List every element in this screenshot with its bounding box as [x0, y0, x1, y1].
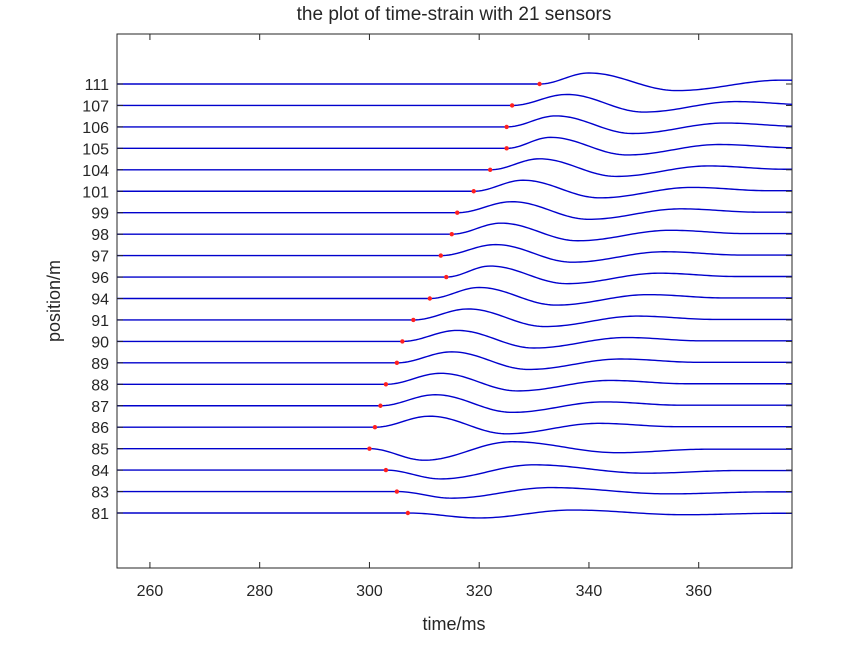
sensor-trace-98: [117, 222, 792, 242]
y-tick-label: 84: [91, 463, 109, 480]
y-tick-label: 97: [91, 249, 109, 266]
sensor-trace-94: [117, 286, 792, 306]
x-tick-label: 280: [246, 583, 273, 600]
sensor-trace-111: [117, 72, 793, 92]
arrival-marker-98: [449, 231, 454, 237]
arrival-marker-96: [444, 274, 449, 280]
arrival-marker-97: [438, 253, 443, 258]
chart-title: the plot of time-strain with 21 sensors: [297, 4, 612, 25]
sensor-trace-90: [117, 329, 792, 349]
y-tick-label: 111: [85, 77, 109, 94]
arrival-marker-94: [427, 296, 433, 301]
arrival-marker-91: [411, 317, 416, 323]
sensor-traces: [117, 72, 793, 519]
plot-frame: [116, 33, 793, 569]
y-axis-label: position/m: [44, 260, 64, 342]
y-tick-label: 107: [82, 98, 109, 115]
sensor-trace-88: [117, 372, 792, 392]
arrival-marker-81: [405, 510, 411, 516]
sensor-trace-105: [117, 136, 793, 156]
sensor-trace-97: [117, 243, 792, 263]
x-axis-ticks: 260 280 300 320 340 360: [137, 34, 712, 600]
x-tick-label: 360: [685, 583, 712, 600]
y-tick-label: 90: [91, 334, 109, 351]
y-tick-label: 88: [91, 377, 109, 394]
arrival-marker-89: [394, 360, 400, 366]
y-tick-label: 101: [82, 184, 109, 201]
y-tick-label: 94: [91, 292, 109, 309]
sensor-trace-83: [117, 486, 792, 499]
y-tick-label: 104: [82, 163, 109, 180]
sensor-trace-104: [117, 158, 792, 178]
arrival-marker-83: [394, 489, 400, 494]
sensor-trace-101: [117, 179, 792, 199]
sensor-trace-91: [117, 308, 792, 328]
arrival-marker-85: [367, 446, 372, 451]
sensor-trace-89: [117, 351, 792, 371]
y-tick-label: 91: [91, 313, 109, 330]
y-tick-label: 83: [91, 485, 109, 502]
y-tick-label: 89: [91, 356, 109, 373]
sensor-trace-84: [117, 464, 792, 480]
arrival-marker-99: [455, 210, 460, 215]
arrival-marker-105: [504, 146, 509, 151]
arrival-marker-111: [537, 81, 542, 87]
arrival-marker-90: [400, 339, 405, 344]
y-tick-label: 99: [91, 206, 109, 223]
x-axis-label: time/ms: [423, 614, 486, 634]
sensor-trace-107: [117, 93, 793, 113]
y-axis-ticks: 111 107 106 105 104 101 99 98 97 96 94 91 90 89 88 87 86…: [82, 77, 792, 523]
arrival-marker-106: [504, 124, 509, 130]
sensor-trace-86: [117, 415, 792, 435]
arrival-markers: [367, 81, 542, 516]
y-tick-label: 81: [91, 506, 109, 523]
y-tick-label: 105: [82, 141, 109, 158]
x-tick-label: 320: [466, 583, 493, 600]
arrival-marker-107: [509, 103, 515, 108]
sensor-trace-81: [117, 509, 792, 519]
x-tick-label: 260: [137, 583, 164, 600]
arrival-marker-88: [383, 382, 389, 387]
arrival-marker-86: [372, 425, 378, 430]
x-tick-label: 300: [356, 583, 383, 600]
x-tick-label: 340: [576, 583, 603, 600]
arrival-marker-87: [378, 403, 383, 408]
sensor-trace-99: [117, 200, 792, 221]
arrival-marker-101: [471, 189, 476, 194]
y-tick-label: 87: [91, 399, 109, 416]
y-tick-label: 85: [91, 442, 109, 459]
y-tick-label: 106: [82, 120, 109, 137]
arrival-marker-104: [487, 167, 493, 172]
y-tick-label: 86: [91, 420, 109, 437]
arrival-marker-84: [383, 467, 389, 473]
y-tick-label: 96: [91, 270, 109, 287]
sensor-trace-87: [117, 394, 792, 414]
y-tick-label: 98: [91, 227, 109, 244]
sensor-trace-96: [117, 265, 792, 285]
sensor-trace-106: [117, 115, 793, 135]
sensor-trace-85: [117, 441, 792, 461]
